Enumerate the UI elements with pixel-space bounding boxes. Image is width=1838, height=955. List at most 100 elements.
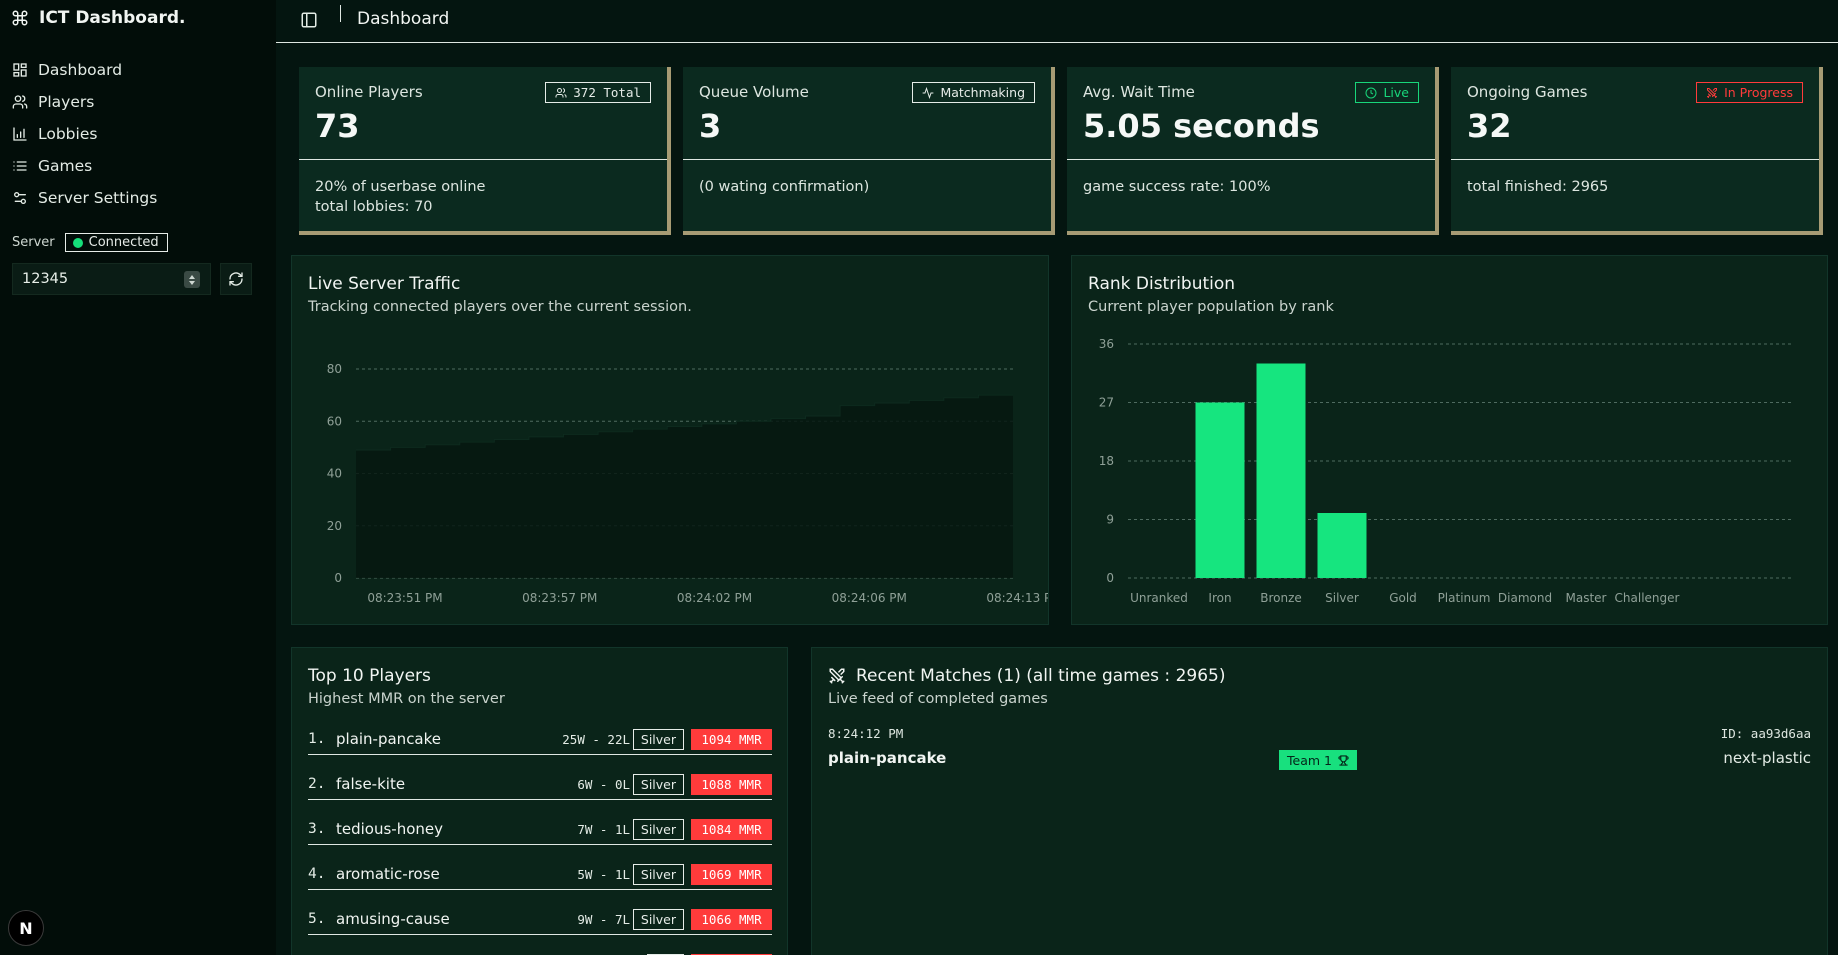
player-tier-badge: Silver xyxy=(632,729,684,750)
y-tick-label: 9 xyxy=(1106,513,1114,527)
header-divider xyxy=(340,5,341,22)
users-icon xyxy=(555,87,567,97)
player-name[interactable]: aromatic-rose xyxy=(336,865,440,883)
rank-bar xyxy=(1317,513,1367,578)
refresh-icon xyxy=(229,272,243,286)
winner-team-label: Team 1 xyxy=(1287,752,1332,768)
y-tick-label: 0 xyxy=(334,571,342,585)
player-row[interactable]: 2. false-kite 6W - 0L Silver 1088 MMR xyxy=(308,771,772,800)
refresh-button[interactable] xyxy=(220,263,252,295)
x-tick-label: Master xyxy=(1566,591,1607,605)
stat-badge-text: In Progress xyxy=(1724,85,1793,100)
traffic-area-chart[interactable]: 0 20 40 60 80 08:23:51 PM 08:23:57 PM 08:24:02 … xyxy=(292,256,1048,626)
app-brand[interactable]: ICT Dashboard. xyxy=(11,8,185,28)
server-status-row: Server Connected xyxy=(12,233,168,252)
server-port-field[interactable] xyxy=(12,263,211,295)
stat-badge-text: Live xyxy=(1383,85,1409,100)
sidebar-item-label: Dashboard xyxy=(38,61,123,79)
rank-distribution-panel: Rank Distribution Current player populat… xyxy=(1071,255,1828,625)
list-icon xyxy=(13,161,27,171)
player-win-loss: 25W - 22L xyxy=(562,732,630,747)
top-players-panel: Top 10 Players Highest MMR on the server… xyxy=(291,647,788,955)
stat-card-ongoing-games: Ongoing Games 32 In Progress total finis… xyxy=(1451,67,1823,235)
panel-title: Rank Distribution xyxy=(1088,274,1236,294)
x-tick-label: Gold xyxy=(1389,591,1417,605)
app-title: ICT Dashboard. xyxy=(39,8,186,28)
stat-badge: Live xyxy=(1355,82,1419,103)
stat-card-avg-wait-time: Avg. Wait Time 5.05 seconds Live game su… xyxy=(1067,67,1439,235)
traffic-area xyxy=(356,395,1013,578)
y-tick-label: 18 xyxy=(1099,454,1114,468)
stat-detail: 20% of userbase online xyxy=(315,179,486,195)
stat-badge-text: 372 Total xyxy=(573,85,641,100)
x-tick-label: 08:24:02 PM xyxy=(677,591,752,605)
player-name[interactable]: false-kite xyxy=(336,775,406,793)
player-mmr-badge: 1084 MMR xyxy=(691,819,772,840)
connection-status-text: Connected xyxy=(88,235,159,250)
stepper-down-icon[interactable] xyxy=(189,280,195,285)
rank-bar-chart[interactable]: 0 9 18 27 36 Unranked Iron Bronze Silver Gold Plat… xyxy=(1072,256,1827,626)
x-tick-label: 08:24:13 PM xyxy=(986,591,1048,605)
stat-detail: game success rate: 100% xyxy=(1083,179,1271,195)
player-rank: 3. xyxy=(308,821,326,837)
swords-icon xyxy=(829,668,845,684)
player-tier-badge: Silver xyxy=(632,819,684,840)
x-tick-label: Silver xyxy=(1325,591,1359,605)
connection-status-badge: Connected xyxy=(64,233,168,252)
stepper-up-icon[interactable] xyxy=(189,274,195,279)
sidebar-item-dashboard[interactable]: Dashboard xyxy=(12,54,262,86)
player-win-loss: 9W - 7L xyxy=(577,912,630,927)
match-player-2[interactable]: next-plastic xyxy=(1723,749,1811,767)
x-tick-label: Challenger xyxy=(1615,591,1680,605)
y-tick-label: 80 xyxy=(327,362,342,376)
player-name[interactable]: tedious-honey xyxy=(336,820,444,838)
port-stepper[interactable] xyxy=(184,271,200,288)
framework-badge[interactable]: N xyxy=(8,910,44,946)
player-row[interactable]: 1. plain-pancake 25W - 22L Silver 1094 M… xyxy=(308,726,772,755)
panel-title: Live Server Traffic xyxy=(308,274,461,294)
x-tick-label: Diamond xyxy=(1498,591,1552,605)
stat-detail: total finished: 2965 xyxy=(1467,179,1609,195)
player-rank: 5. xyxy=(308,911,326,927)
recent-matches-title: Recent Matches (1) (all time games : 296… xyxy=(856,666,1226,686)
sidebar-item-players[interactable]: Players xyxy=(12,86,262,118)
recent-matches-panel: Recent Matches (1) (all time games : 296… xyxy=(811,647,1828,955)
player-row-partial[interactable] xyxy=(308,951,772,955)
status-dot-icon xyxy=(72,237,83,248)
stat-value: 3 xyxy=(699,107,722,145)
player-rank: 4. xyxy=(308,866,326,882)
sidebar-item-lobbies[interactable]: Lobbies xyxy=(12,118,262,150)
stat-badge: 372 Total xyxy=(545,82,651,103)
swords-icon xyxy=(1707,87,1718,98)
layout-grid-icon xyxy=(13,63,27,77)
y-tick-label: 60 xyxy=(327,414,342,428)
y-tick-label: 36 xyxy=(1099,337,1114,351)
player-mmr-badge: 1088 MMR xyxy=(691,774,772,795)
panel-title: Recent Matches (1) (all time games : 296… xyxy=(828,666,1225,686)
stat-detail-secondary: total lobbies: 70 xyxy=(315,199,433,215)
player-row[interactable]: 3. tedious-honey 7W - 1L Silver 1084 MMR xyxy=(308,816,772,845)
sidebar-item-server-settings[interactable]: Server Settings xyxy=(12,182,262,214)
sidebar-toggle-icon[interactable] xyxy=(300,11,318,29)
player-win-loss: 7W - 1L xyxy=(577,822,630,837)
player-win-loss: 6W - 0L xyxy=(577,777,630,792)
panel-subtitle: Highest MMR on the server xyxy=(308,691,505,707)
live-traffic-panel: Live Server Traffic Tracking connected p… xyxy=(291,255,1049,625)
player-row[interactable]: 5. amusing-cause 9W - 7L Silver 1066 MMR xyxy=(308,906,772,935)
sidebar-item-label: Players xyxy=(38,93,95,111)
y-tick-label: 0 xyxy=(1106,571,1114,585)
match-player-1[interactable]: plain-pancake xyxy=(828,749,947,767)
page-title: Dashboard xyxy=(357,9,450,29)
player-row[interactable]: 4. aromatic-rose 5W - 1L Silver 1069 MMR xyxy=(308,861,772,890)
player-rank: 1. xyxy=(308,731,326,747)
command-icon xyxy=(12,10,28,26)
server-port-input[interactable] xyxy=(22,271,172,287)
stat-card-online-players: Online Players 73 372 Total 20% of userb… xyxy=(299,67,671,235)
player-tier-badge: Silver xyxy=(632,864,684,885)
sidebar-item-games[interactable]: Games xyxy=(12,150,262,182)
player-name[interactable]: amusing-cause xyxy=(336,910,450,928)
player-name[interactable]: plain-pancake xyxy=(336,730,442,748)
stat-value: 5.05 seconds xyxy=(1083,107,1320,145)
sidebar-item-label: Lobbies xyxy=(38,125,98,143)
activity-icon xyxy=(922,86,934,99)
